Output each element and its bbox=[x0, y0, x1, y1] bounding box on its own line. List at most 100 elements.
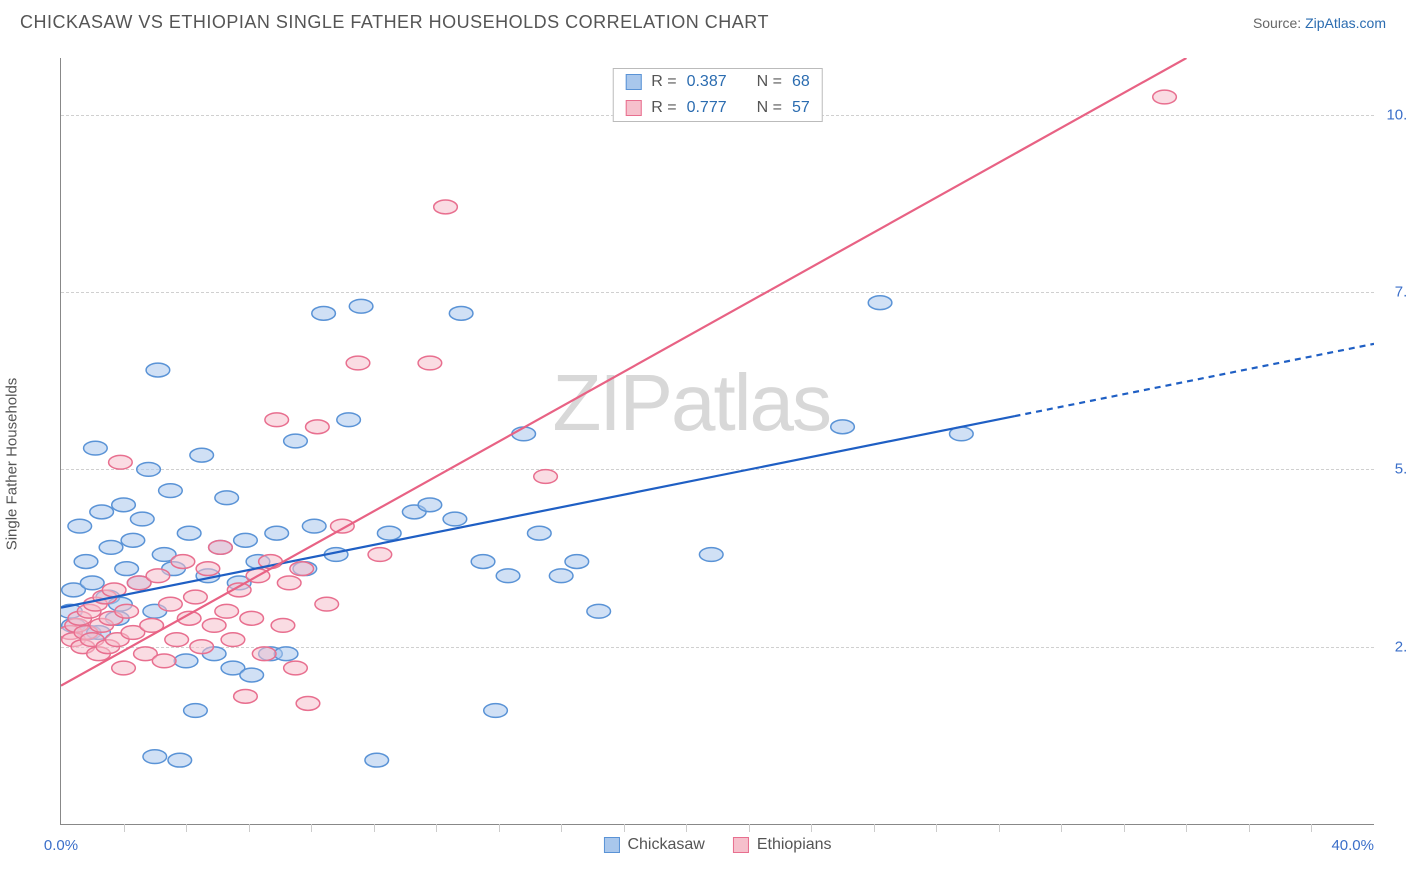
x-tick-mark bbox=[436, 824, 437, 832]
trend-line bbox=[61, 58, 1186, 686]
data-point bbox=[112, 498, 136, 512]
x-tick-mark bbox=[1124, 824, 1125, 832]
x-tick-mark bbox=[1061, 824, 1062, 832]
data-point bbox=[130, 512, 154, 526]
data-point bbox=[512, 427, 536, 441]
correlation-legend: R = 0.387 N = 68 R = 0.777 N = 57 bbox=[612, 68, 823, 122]
legend-swatch bbox=[733, 837, 749, 853]
data-point bbox=[337, 413, 361, 427]
data-point bbox=[534, 470, 558, 484]
data-point bbox=[315, 597, 339, 611]
x-tick-mark bbox=[186, 824, 187, 832]
y-axis-label: Single Father Households bbox=[4, 378, 21, 551]
data-point bbox=[587, 604, 611, 618]
x-tick-label: 40.0% bbox=[1331, 837, 1374, 854]
data-point bbox=[121, 533, 145, 547]
data-point bbox=[296, 697, 320, 711]
x-tick-mark bbox=[936, 824, 937, 832]
data-point bbox=[368, 548, 392, 562]
legend-n-label: N = bbox=[757, 73, 782, 91]
data-point bbox=[434, 200, 458, 214]
legend-r-value: 0.777 bbox=[687, 99, 727, 117]
y-tick-label: 7.5% bbox=[1395, 284, 1406, 301]
x-tick-mark bbox=[374, 824, 375, 832]
data-point bbox=[209, 540, 233, 554]
data-point bbox=[99, 540, 123, 554]
trend-line bbox=[61, 416, 1014, 607]
data-point bbox=[80, 576, 104, 590]
data-point bbox=[265, 413, 289, 427]
series-legend: Chickasaw Ethiopians bbox=[603, 836, 831, 854]
legend-n-label: N = bbox=[757, 99, 782, 117]
data-point bbox=[152, 654, 176, 668]
legend-row: R = 0.387 N = 68 bbox=[613, 69, 822, 95]
data-point bbox=[265, 526, 289, 540]
x-tick-mark bbox=[811, 824, 812, 832]
data-point bbox=[471, 555, 495, 569]
data-point bbox=[165, 633, 189, 647]
x-tick-label: 0.0% bbox=[44, 837, 78, 854]
data-point bbox=[168, 753, 192, 767]
data-point bbox=[112, 661, 136, 675]
legend-r-value: 0.387 bbox=[687, 73, 727, 91]
x-tick-mark bbox=[874, 824, 875, 832]
data-point bbox=[202, 619, 226, 633]
data-point bbox=[171, 555, 195, 569]
data-point bbox=[221, 633, 245, 647]
chart-container: Single Father Households ZIPatlas R = 0.… bbox=[20, 48, 1386, 880]
x-tick-mark bbox=[311, 824, 312, 832]
data-point bbox=[215, 491, 239, 505]
data-point bbox=[143, 750, 167, 764]
data-point bbox=[443, 512, 467, 526]
scatter-svg bbox=[61, 58, 1374, 824]
legend-series-label: Chickasaw bbox=[627, 836, 704, 854]
x-tick-mark bbox=[1186, 824, 1187, 832]
y-tick-label: 10.0% bbox=[1386, 106, 1406, 123]
data-point bbox=[418, 498, 442, 512]
chart-title: CHICKASAW VS ETHIOPIAN SINGLE FATHER HOU… bbox=[20, 12, 769, 33]
data-point bbox=[349, 299, 373, 313]
data-point bbox=[240, 611, 264, 625]
data-point bbox=[284, 434, 308, 448]
data-point bbox=[159, 597, 183, 611]
legend-row: R = 0.777 N = 57 bbox=[613, 95, 822, 121]
data-point bbox=[184, 704, 208, 718]
legend-item: Chickasaw bbox=[603, 836, 704, 854]
legend-n-value: 68 bbox=[792, 73, 810, 91]
data-point bbox=[549, 569, 573, 583]
data-point bbox=[365, 753, 389, 767]
legend-series-label: Ethiopians bbox=[757, 836, 832, 854]
data-point bbox=[290, 562, 314, 576]
data-point bbox=[331, 519, 355, 533]
data-point bbox=[346, 356, 370, 370]
legend-n-value: 57 bbox=[792, 99, 810, 117]
x-tick-mark bbox=[249, 824, 250, 832]
x-tick-mark bbox=[499, 824, 500, 832]
data-point bbox=[137, 462, 161, 476]
data-point bbox=[109, 455, 133, 469]
data-point bbox=[277, 576, 301, 590]
data-point bbox=[234, 689, 258, 703]
data-point bbox=[302, 519, 326, 533]
trend-line-extrapolated bbox=[1014, 344, 1374, 416]
x-tick-mark bbox=[749, 824, 750, 832]
data-point bbox=[284, 661, 308, 675]
source-link[interactable]: ZipAtlas.com bbox=[1305, 15, 1386, 31]
legend-r-label: R = bbox=[651, 73, 676, 91]
data-point bbox=[252, 647, 276, 661]
data-point bbox=[234, 533, 258, 547]
data-point bbox=[215, 604, 239, 618]
x-tick-mark bbox=[999, 824, 1000, 832]
data-point bbox=[84, 441, 108, 455]
legend-item: Ethiopians bbox=[733, 836, 832, 854]
data-point bbox=[274, 647, 298, 661]
data-point bbox=[190, 640, 214, 654]
data-point bbox=[831, 420, 855, 434]
data-point bbox=[146, 569, 170, 583]
data-point bbox=[496, 569, 520, 583]
data-point bbox=[174, 654, 198, 668]
data-point bbox=[484, 704, 508, 718]
data-point bbox=[177, 526, 201, 540]
data-point bbox=[377, 526, 401, 540]
data-point bbox=[115, 562, 139, 576]
